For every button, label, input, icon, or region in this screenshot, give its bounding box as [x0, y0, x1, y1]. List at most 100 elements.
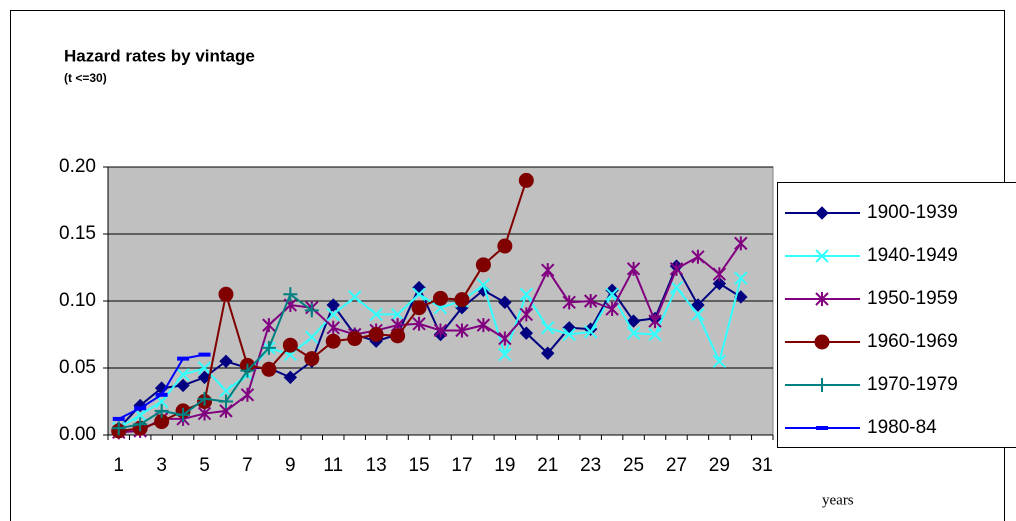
marker — [476, 278, 491, 292]
marker-shape — [304, 303, 319, 318]
legend-label: 1950-1959 — [867, 288, 958, 309]
marker — [691, 298, 705, 312]
marker-shape — [368, 327, 384, 342]
marker — [197, 361, 212, 375]
x-tick-label: 15 — [408, 455, 429, 476]
x-tick-label: 21 — [537, 455, 558, 476]
marker-shape — [626, 314, 641, 328]
marker — [497, 238, 513, 254]
marker — [475, 257, 491, 273]
marker-shape — [712, 354, 727, 369]
marker-shape — [475, 257, 491, 273]
marker-shape — [326, 298, 340, 312]
marker — [455, 323, 469, 338]
marker-shape — [283, 370, 298, 385]
marker — [283, 370, 298, 385]
y-tick-label: 0.05 — [59, 357, 96, 378]
marker — [605, 287, 619, 302]
marker — [176, 407, 191, 422]
marker-shape — [412, 316, 426, 331]
marker — [433, 323, 448, 338]
x-tick-label: 5 — [199, 455, 210, 476]
marker — [304, 303, 319, 318]
marker-shape — [541, 321, 555, 335]
marker-shape — [476, 318, 491, 333]
marker — [347, 290, 362, 304]
marker-shape — [454, 292, 470, 308]
marker-shape — [605, 287, 619, 302]
legend-label: 1900-1939 — [867, 202, 958, 223]
legend-label: 1940-1949 — [867, 245, 958, 266]
marker-shape — [261, 361, 277, 377]
marker-shape — [498, 347, 512, 362]
marker-shape — [176, 407, 191, 422]
marker-shape — [815, 206, 829, 220]
marker-shape — [815, 292, 829, 306]
x-tick-label: 19 — [494, 455, 515, 476]
marker — [261, 361, 277, 377]
marker — [154, 403, 169, 418]
marker — [282, 337, 298, 353]
marker-shape — [498, 295, 512, 310]
x-tick-label: 27 — [666, 455, 687, 476]
marker-shape — [519, 307, 534, 322]
marker — [283, 287, 298, 302]
legend-label: 1960-1969 — [867, 331, 958, 352]
marker-shape — [691, 307, 705, 322]
marker — [648, 327, 662, 342]
marker — [476, 318, 491, 333]
marker — [240, 363, 255, 378]
marker-shape — [433, 323, 448, 338]
marker-shape — [133, 417, 148, 432]
marker — [562, 295, 576, 310]
marker — [111, 421, 126, 436]
marker — [454, 292, 470, 308]
x-axis-label: years — [822, 492, 854, 508]
x-tick-label: 25 — [623, 455, 644, 476]
marker — [562, 327, 576, 342]
marker-shape — [369, 307, 383, 322]
marker-shape — [262, 318, 276, 333]
x-tick-label: 1 — [113, 455, 124, 476]
marker — [218, 394, 233, 409]
marker-shape — [390, 307, 405, 322]
y-tick-label: 0.20 — [59, 156, 96, 177]
marker-shape — [814, 334, 830, 350]
marker — [412, 316, 426, 331]
x-tick-label: 23 — [580, 455, 601, 476]
marker — [219, 354, 233, 369]
marker — [519, 287, 534, 302]
marker — [347, 331, 363, 347]
marker-shape — [583, 325, 598, 339]
marker-shape — [541, 263, 555, 278]
legend — [777, 182, 1016, 448]
marker — [691, 249, 705, 264]
x-tick-label: 17 — [451, 455, 472, 476]
marker — [240, 387, 255, 402]
marker-shape — [390, 328, 406, 344]
marker — [390, 307, 405, 322]
x-tick-label: 9 — [285, 455, 296, 476]
marker — [518, 172, 534, 188]
marker-shape — [154, 403, 169, 418]
marker — [583, 325, 598, 339]
marker-shape — [518, 172, 534, 188]
marker-shape — [626, 326, 641, 340]
marker-shape — [305, 330, 319, 344]
marker-shape — [669, 261, 684, 276]
y-tick-label: 0.15 — [59, 223, 96, 244]
legend-label: 1980-84 — [867, 417, 937, 438]
marker — [176, 367, 190, 382]
marker — [541, 346, 555, 360]
marker-shape — [605, 302, 619, 317]
series-line — [118, 242, 742, 434]
marker-shape — [218, 286, 234, 302]
marker-shape — [111, 421, 126, 436]
marker — [197, 370, 212, 385]
marker — [325, 333, 341, 349]
chart-title: Hazard rates by vintage — [64, 46, 255, 65]
marker — [814, 334, 830, 350]
marker — [433, 290, 448, 306]
marker — [498, 295, 512, 310]
marker — [498, 347, 512, 362]
